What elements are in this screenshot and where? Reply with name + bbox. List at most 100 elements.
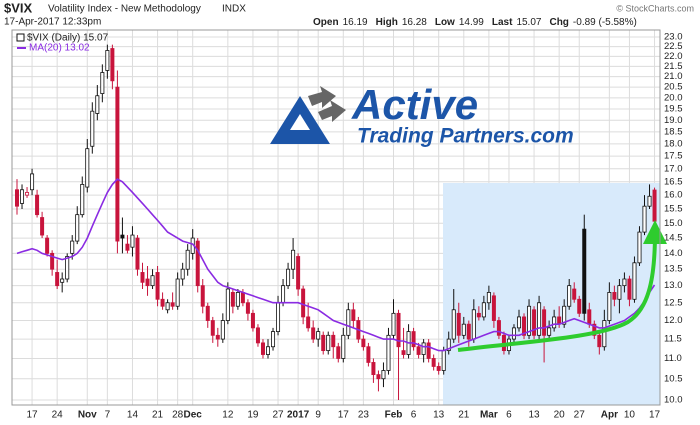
candle-body bbox=[35, 194, 40, 216]
candle-body bbox=[607, 292, 612, 321]
candle-body bbox=[40, 217, 45, 236]
quote: Open 16.19 High 16.28 Low 14.99 Last 15.07 Chg -0… bbox=[313, 17, 637, 28]
y-tick-label: 15.5 bbox=[664, 204, 683, 215]
candle-body bbox=[200, 285, 205, 307]
x-tick-label: 27 bbox=[272, 410, 284, 421]
x-tick-label: 17 bbox=[649, 410, 661, 421]
y-tick-label: 22.0 bbox=[664, 51, 683, 62]
candle-body bbox=[311, 327, 316, 340]
candle-body bbox=[291, 249, 296, 270]
x-tick-label: Nov bbox=[78, 410, 97, 421]
y-tick-label: 19.0 bbox=[664, 115, 683, 126]
candle-body bbox=[240, 292, 245, 304]
candle-body bbox=[306, 316, 311, 329]
y-tick-label: 12.0 bbox=[664, 315, 683, 326]
annotation-arrow bbox=[457, 220, 667, 352]
x-tick-label: Feb bbox=[385, 410, 403, 421]
candle-body bbox=[150, 275, 155, 287]
candle-body bbox=[90, 110, 95, 147]
candle-body bbox=[567, 285, 572, 307]
candle-body bbox=[271, 331, 276, 348]
candle-body bbox=[95, 95, 100, 114]
candle-body bbox=[416, 346, 421, 355]
candle-body bbox=[592, 323, 597, 336]
candle-body bbox=[547, 327, 552, 336]
y-tick-label: 11.5 bbox=[664, 334, 682, 345]
candle-body bbox=[14, 189, 19, 207]
candle-body bbox=[587, 309, 592, 325]
x-tick-label: Mar bbox=[480, 410, 498, 421]
candle-body bbox=[612, 292, 617, 300]
quote-value: 15.07 bbox=[516, 17, 541, 28]
logo-title: Active bbox=[351, 81, 478, 128]
x-tick-label: 12 bbox=[222, 410, 234, 421]
candle-body bbox=[562, 305, 567, 325]
candle-body bbox=[210, 320, 215, 336]
y-tick-label: 10.0 bbox=[664, 395, 683, 406]
candle-body bbox=[381, 370, 386, 380]
candle-body bbox=[195, 240, 200, 287]
candle-body bbox=[70, 240, 75, 254]
candle-body bbox=[411, 331, 416, 348]
candle-body bbox=[491, 295, 496, 321]
y-tick-label: 13.0 bbox=[664, 280, 683, 291]
y-tick-label: 17.0 bbox=[664, 163, 683, 174]
y-tick-label: 19.5 bbox=[664, 103, 683, 114]
logo: Active Trading Partners.com bbox=[270, 81, 574, 148]
y-tick-label: 21.0 bbox=[664, 71, 683, 82]
y-tick-label: 17.5 bbox=[664, 151, 683, 162]
candle-body bbox=[366, 346, 371, 363]
plot-frame bbox=[11, 29, 661, 406]
candle-body bbox=[466, 323, 471, 340]
candle-body bbox=[185, 249, 190, 270]
x-tick-label: 6 bbox=[506, 410, 512, 421]
x-tick-label: 23 bbox=[358, 410, 370, 421]
y-tick-label: 16.5 bbox=[664, 176, 683, 187]
candle-body bbox=[331, 334, 336, 348]
y-tick-label: 15.0 bbox=[664, 218, 683, 229]
candle-body bbox=[582, 228, 587, 314]
x-tick-label: 10 bbox=[624, 410, 636, 421]
quote-label: Chg bbox=[549, 17, 568, 28]
candle-body bbox=[627, 278, 632, 300]
y-tick-label: 23.0 bbox=[664, 32, 683, 43]
candle-body bbox=[316, 331, 321, 340]
ma-line bbox=[16, 178, 656, 352]
candle-body bbox=[577, 298, 582, 314]
candle-body bbox=[552, 316, 557, 329]
candle-body bbox=[255, 327, 260, 344]
candle-body bbox=[215, 334, 220, 340]
security-name: Volatility Index - New Methodology bbox=[48, 4, 201, 15]
candle-body bbox=[276, 302, 281, 332]
x-tick-label: Apr bbox=[601, 410, 618, 421]
candle-body bbox=[265, 346, 270, 355]
x-tick-label: 7 bbox=[105, 410, 111, 421]
logo-subtitle: Trading Partners.com bbox=[357, 125, 574, 148]
candle-body bbox=[401, 350, 406, 355]
x-tick-label: Dec bbox=[184, 410, 203, 421]
candle-body bbox=[346, 309, 351, 336]
candle-body bbox=[245, 302, 250, 314]
x-tick-label: 2017 bbox=[287, 410, 310, 421]
candle-body bbox=[50, 252, 55, 270]
candle-body bbox=[386, 334, 391, 371]
candle-body bbox=[60, 278, 65, 283]
candle-body bbox=[647, 195, 652, 207]
candle-body bbox=[461, 323, 466, 336]
candle-body bbox=[542, 309, 547, 336]
candle-body bbox=[637, 231, 642, 264]
timestamp: 17-Apr-2017 12:33pm bbox=[4, 17, 101, 28]
candle-body bbox=[110, 48, 115, 82]
candle-body bbox=[145, 278, 150, 287]
candle-body bbox=[617, 285, 622, 300]
candle-body bbox=[125, 243, 130, 251]
quote-label: Low bbox=[435, 17, 455, 28]
candle-body bbox=[205, 305, 210, 321]
candle-body bbox=[180, 268, 185, 280]
candle-body bbox=[80, 184, 85, 216]
candle-body bbox=[25, 192, 30, 196]
candle-body bbox=[426, 342, 431, 359]
candle-body bbox=[260, 342, 265, 355]
candle-body bbox=[532, 309, 537, 336]
